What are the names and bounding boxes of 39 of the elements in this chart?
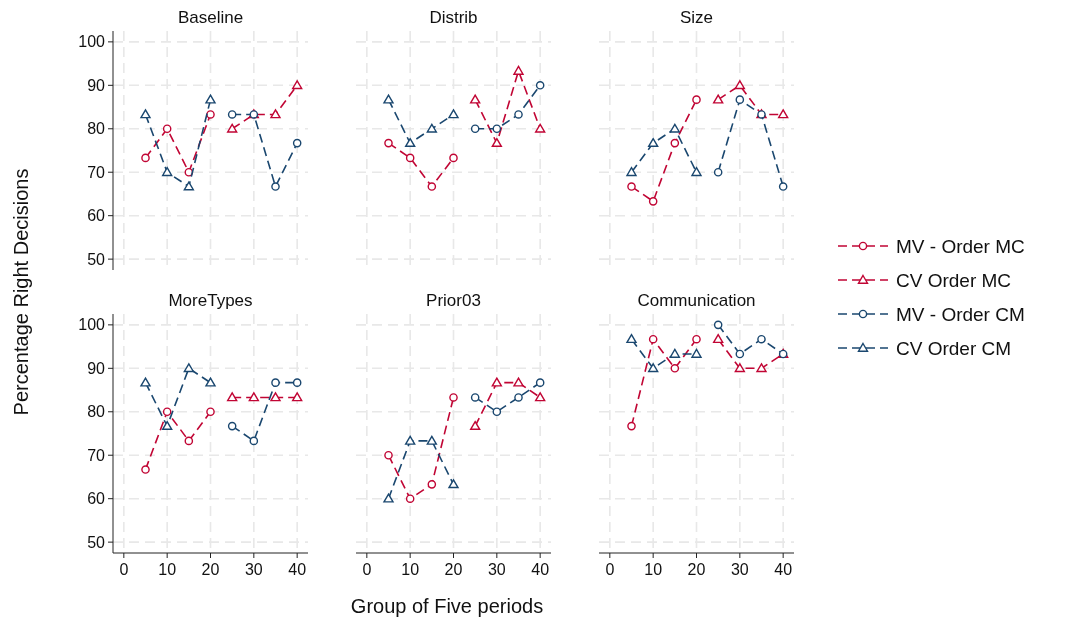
legend-label: CV Order CM <box>896 337 1012 359</box>
x-tick-label: 20 <box>444 561 463 578</box>
x-axis-title: Group of Five periods <box>350 595 544 617</box>
chart-title: Size <box>679 8 714 27</box>
x-tick-label: 40 <box>774 561 793 578</box>
chart-title: Baseline <box>177 8 244 27</box>
x-tick-label: 0 <box>605 561 615 578</box>
x-tick-label: 0 <box>362 561 372 578</box>
x-tick-label: 10 <box>644 561 663 578</box>
x-tick-label: 40 <box>288 561 307 578</box>
y-axis-title: Percentage Right Decisions <box>10 168 32 416</box>
legend-label: MV - Order MC <box>896 235 1025 257</box>
y-tick-label: 100 <box>78 33 106 51</box>
x-tick-label: 40 <box>531 561 550 578</box>
x-tick-label: 20 <box>687 561 706 578</box>
x-tick-label: 20 <box>201 561 220 578</box>
y-tick-label: 60 <box>87 490 106 508</box>
x-tick-label: 30 <box>487 561 506 578</box>
y-tick-label: 70 <box>87 446 106 464</box>
x-tick-label: 30 <box>730 561 749 578</box>
y-tick-label: 90 <box>87 359 106 377</box>
chart-title: Prior03 <box>426 291 481 310</box>
x-tick-label: 10 <box>158 561 177 578</box>
x-tick-label: 10 <box>401 561 420 578</box>
legend-label: MV - Order CM <box>896 303 1025 325</box>
y-tick-label: 100 <box>78 316 106 334</box>
y-tick-label: 50 <box>87 533 106 551</box>
chart-title: Communication <box>637 291 756 310</box>
y-tick-label: 80 <box>87 120 106 138</box>
y-tick-label: 70 <box>87 163 106 181</box>
x-tick-label: 30 <box>244 561 263 578</box>
chart-title: MoreTypes <box>168 291 253 310</box>
legend-label: CV Order MC <box>896 269 1012 291</box>
y-tick-label: 80 <box>87 403 106 421</box>
y-tick-label: 90 <box>87 76 106 94</box>
chart-title: Distrib <box>429 8 478 27</box>
x-tick-label: 0 <box>119 561 129 578</box>
y-tick-label: 50 <box>87 250 106 268</box>
y-tick-label: 60 <box>87 207 106 225</box>
